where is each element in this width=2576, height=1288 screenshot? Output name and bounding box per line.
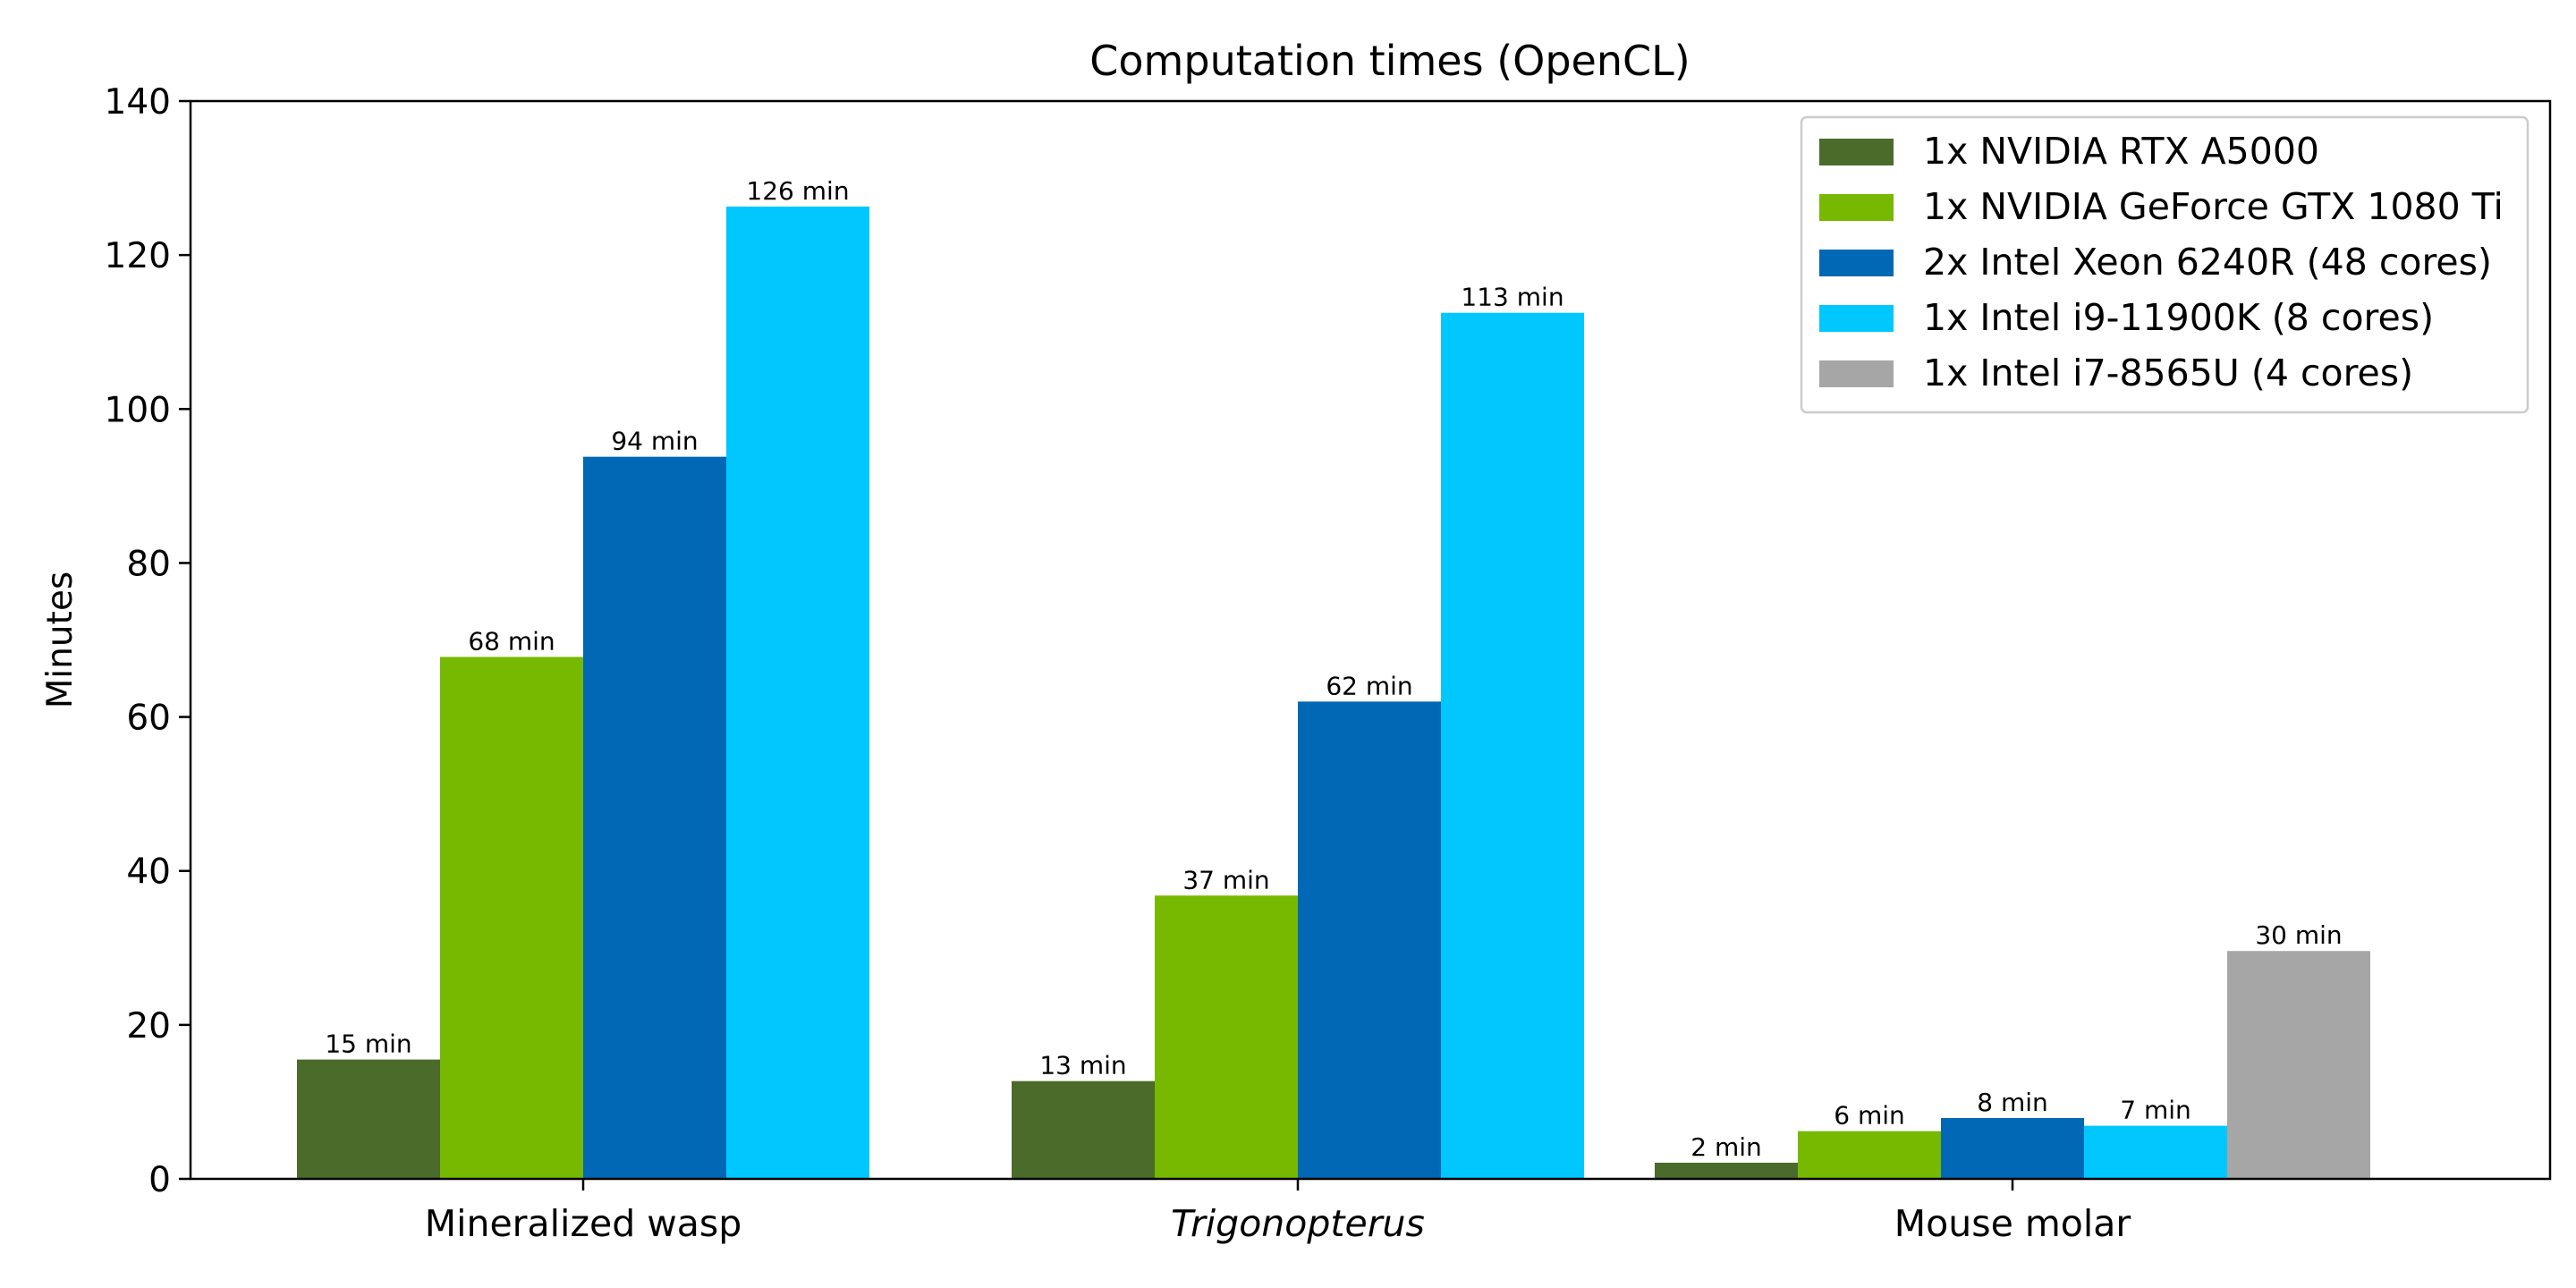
- bar: [297, 1059, 440, 1179]
- bar-value-label: 13 min: [1039, 1051, 1126, 1080]
- bar: [583, 456, 726, 1179]
- y-tick-label: 20: [126, 1006, 171, 1046]
- bar: [1941, 1118, 2084, 1179]
- y-tick-label: 120: [105, 236, 171, 276]
- bar-value-label: 68 min: [468, 626, 555, 656]
- x-axis-ticks: Mineralized wasp Trigonopterus Mouse molar: [425, 1179, 2131, 1245]
- legend-entry: 1x NVIDIA RTX A5000: [1923, 130, 2319, 173]
- bars-group: [297, 206, 2370, 1180]
- bar: [1155, 895, 1298, 1179]
- bar-value-label: 15 min: [325, 1030, 411, 1059]
- legend-entry: 1x Intel i9-11900K (8 cores): [1923, 296, 2434, 339]
- bar: [1012, 1080, 1155, 1179]
- bar: [1298, 701, 1441, 1179]
- legend-entry: 1x Intel i7-8565U (4 cores): [1923, 352, 2413, 394]
- legend-entry: 1x NVIDIA GeForce GTX 1080 Ti: [1923, 185, 2504, 228]
- legend-swatch: [1819, 305, 1894, 332]
- y-tick-label: 140: [105, 82, 171, 123]
- bar-value-label: 6 min: [1834, 1101, 1905, 1131]
- bar: [726, 206, 869, 1180]
- y-tick-label: 100: [105, 390, 171, 430]
- bar-value-label: 113 min: [1461, 283, 1563, 312]
- legend-swatch: [1819, 194, 1894, 221]
- plot-frame: [189, 99, 2552, 1181]
- x-tick-label: Mineralized wasp: [425, 1202, 742, 1245]
- y-tick-label: 60: [126, 699, 171, 739]
- legend-swatch: [1819, 250, 1894, 276]
- y-tick-label: 0: [148, 1160, 171, 1200]
- legend-box: [1800, 115, 2529, 414]
- x-tick-label: Trigonopterus: [1171, 1202, 1425, 1245]
- bar: [2227, 951, 2370, 1179]
- bar: [2084, 1125, 2227, 1179]
- bar-value-label: 126 min: [746, 176, 849, 206]
- bar-labels-group: 15 min 68 min 94 min 126 min 13 min 37 min 62 …: [325, 176, 2342, 1162]
- y-axis-label: Minutes: [40, 572, 80, 709]
- chart-title: Computation times (OpenCL): [1089, 37, 1690, 85]
- bar-value-label: 2 min: [1690, 1132, 1762, 1162]
- legend-entry: 2x Intel Xeon 6240R (48 cores): [1923, 241, 2492, 284]
- bar-value-label: 8 min: [1977, 1088, 2048, 1117]
- legend-swatch: [1819, 139, 1894, 165]
- bar-value-label: 7 min: [2120, 1096, 2191, 1125]
- y-axis-ticks: 0 20 40 60 80 100 120 140: [105, 82, 191, 1200]
- bar-value-label: 62 min: [1326, 671, 1412, 700]
- legend: 1x NVIDIA RTX A5000 1x NVIDIA GeForce GTX…: [1800, 115, 2529, 414]
- bar-value-label: 30 min: [2255, 920, 2342, 950]
- legend-swatch: [1819, 360, 1894, 387]
- bar: [1441, 312, 1584, 1180]
- x-tick-label: Mouse molar: [1894, 1202, 2131, 1245]
- bar-value-label: 94 min: [611, 427, 698, 456]
- bar: [1798, 1131, 1941, 1179]
- y-tick-label: 80: [126, 544, 171, 584]
- bar: [440, 657, 583, 1179]
- y-tick-label: 40: [126, 852, 171, 893]
- bar-value-label: 37 min: [1182, 865, 1269, 894]
- bar: [1655, 1162, 1798, 1179]
